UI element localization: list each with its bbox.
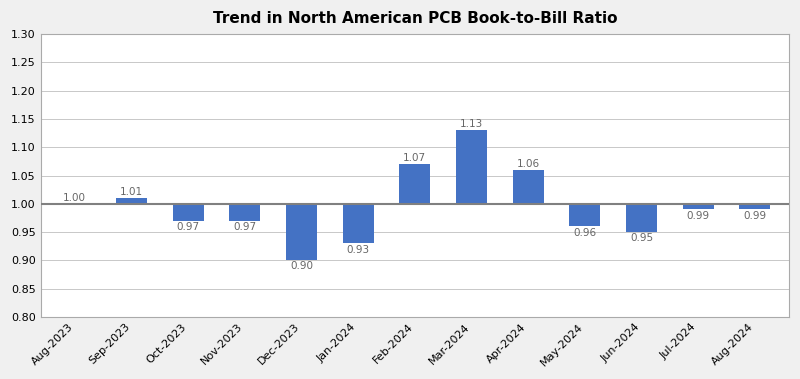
Text: 0.97: 0.97 xyxy=(234,222,256,232)
Bar xyxy=(626,204,657,232)
Text: 1.00: 1.00 xyxy=(63,193,86,203)
Text: 1.06: 1.06 xyxy=(517,159,540,169)
Text: 0.99: 0.99 xyxy=(743,211,766,221)
Text: 1.13: 1.13 xyxy=(460,119,483,129)
Text: 0.97: 0.97 xyxy=(177,222,200,232)
Text: 1.07: 1.07 xyxy=(403,153,426,163)
Bar xyxy=(682,204,714,210)
Text: 0.95: 0.95 xyxy=(630,233,653,243)
Bar xyxy=(116,198,147,204)
Text: 0.96: 0.96 xyxy=(574,227,597,238)
Bar xyxy=(456,130,487,204)
Bar xyxy=(513,170,544,204)
Bar xyxy=(286,204,317,260)
Text: 1.01: 1.01 xyxy=(120,187,143,197)
Bar xyxy=(342,204,374,243)
Text: 0.90: 0.90 xyxy=(290,262,313,271)
Text: 0.93: 0.93 xyxy=(346,244,370,255)
Text: 0.99: 0.99 xyxy=(686,211,710,221)
Bar xyxy=(739,204,770,210)
Bar xyxy=(399,164,430,204)
Bar xyxy=(173,204,204,221)
Bar xyxy=(229,204,260,221)
Title: Trend in North American PCB Book-to-Bill Ratio: Trend in North American PCB Book-to-Bill… xyxy=(213,11,617,26)
Bar xyxy=(570,204,601,226)
